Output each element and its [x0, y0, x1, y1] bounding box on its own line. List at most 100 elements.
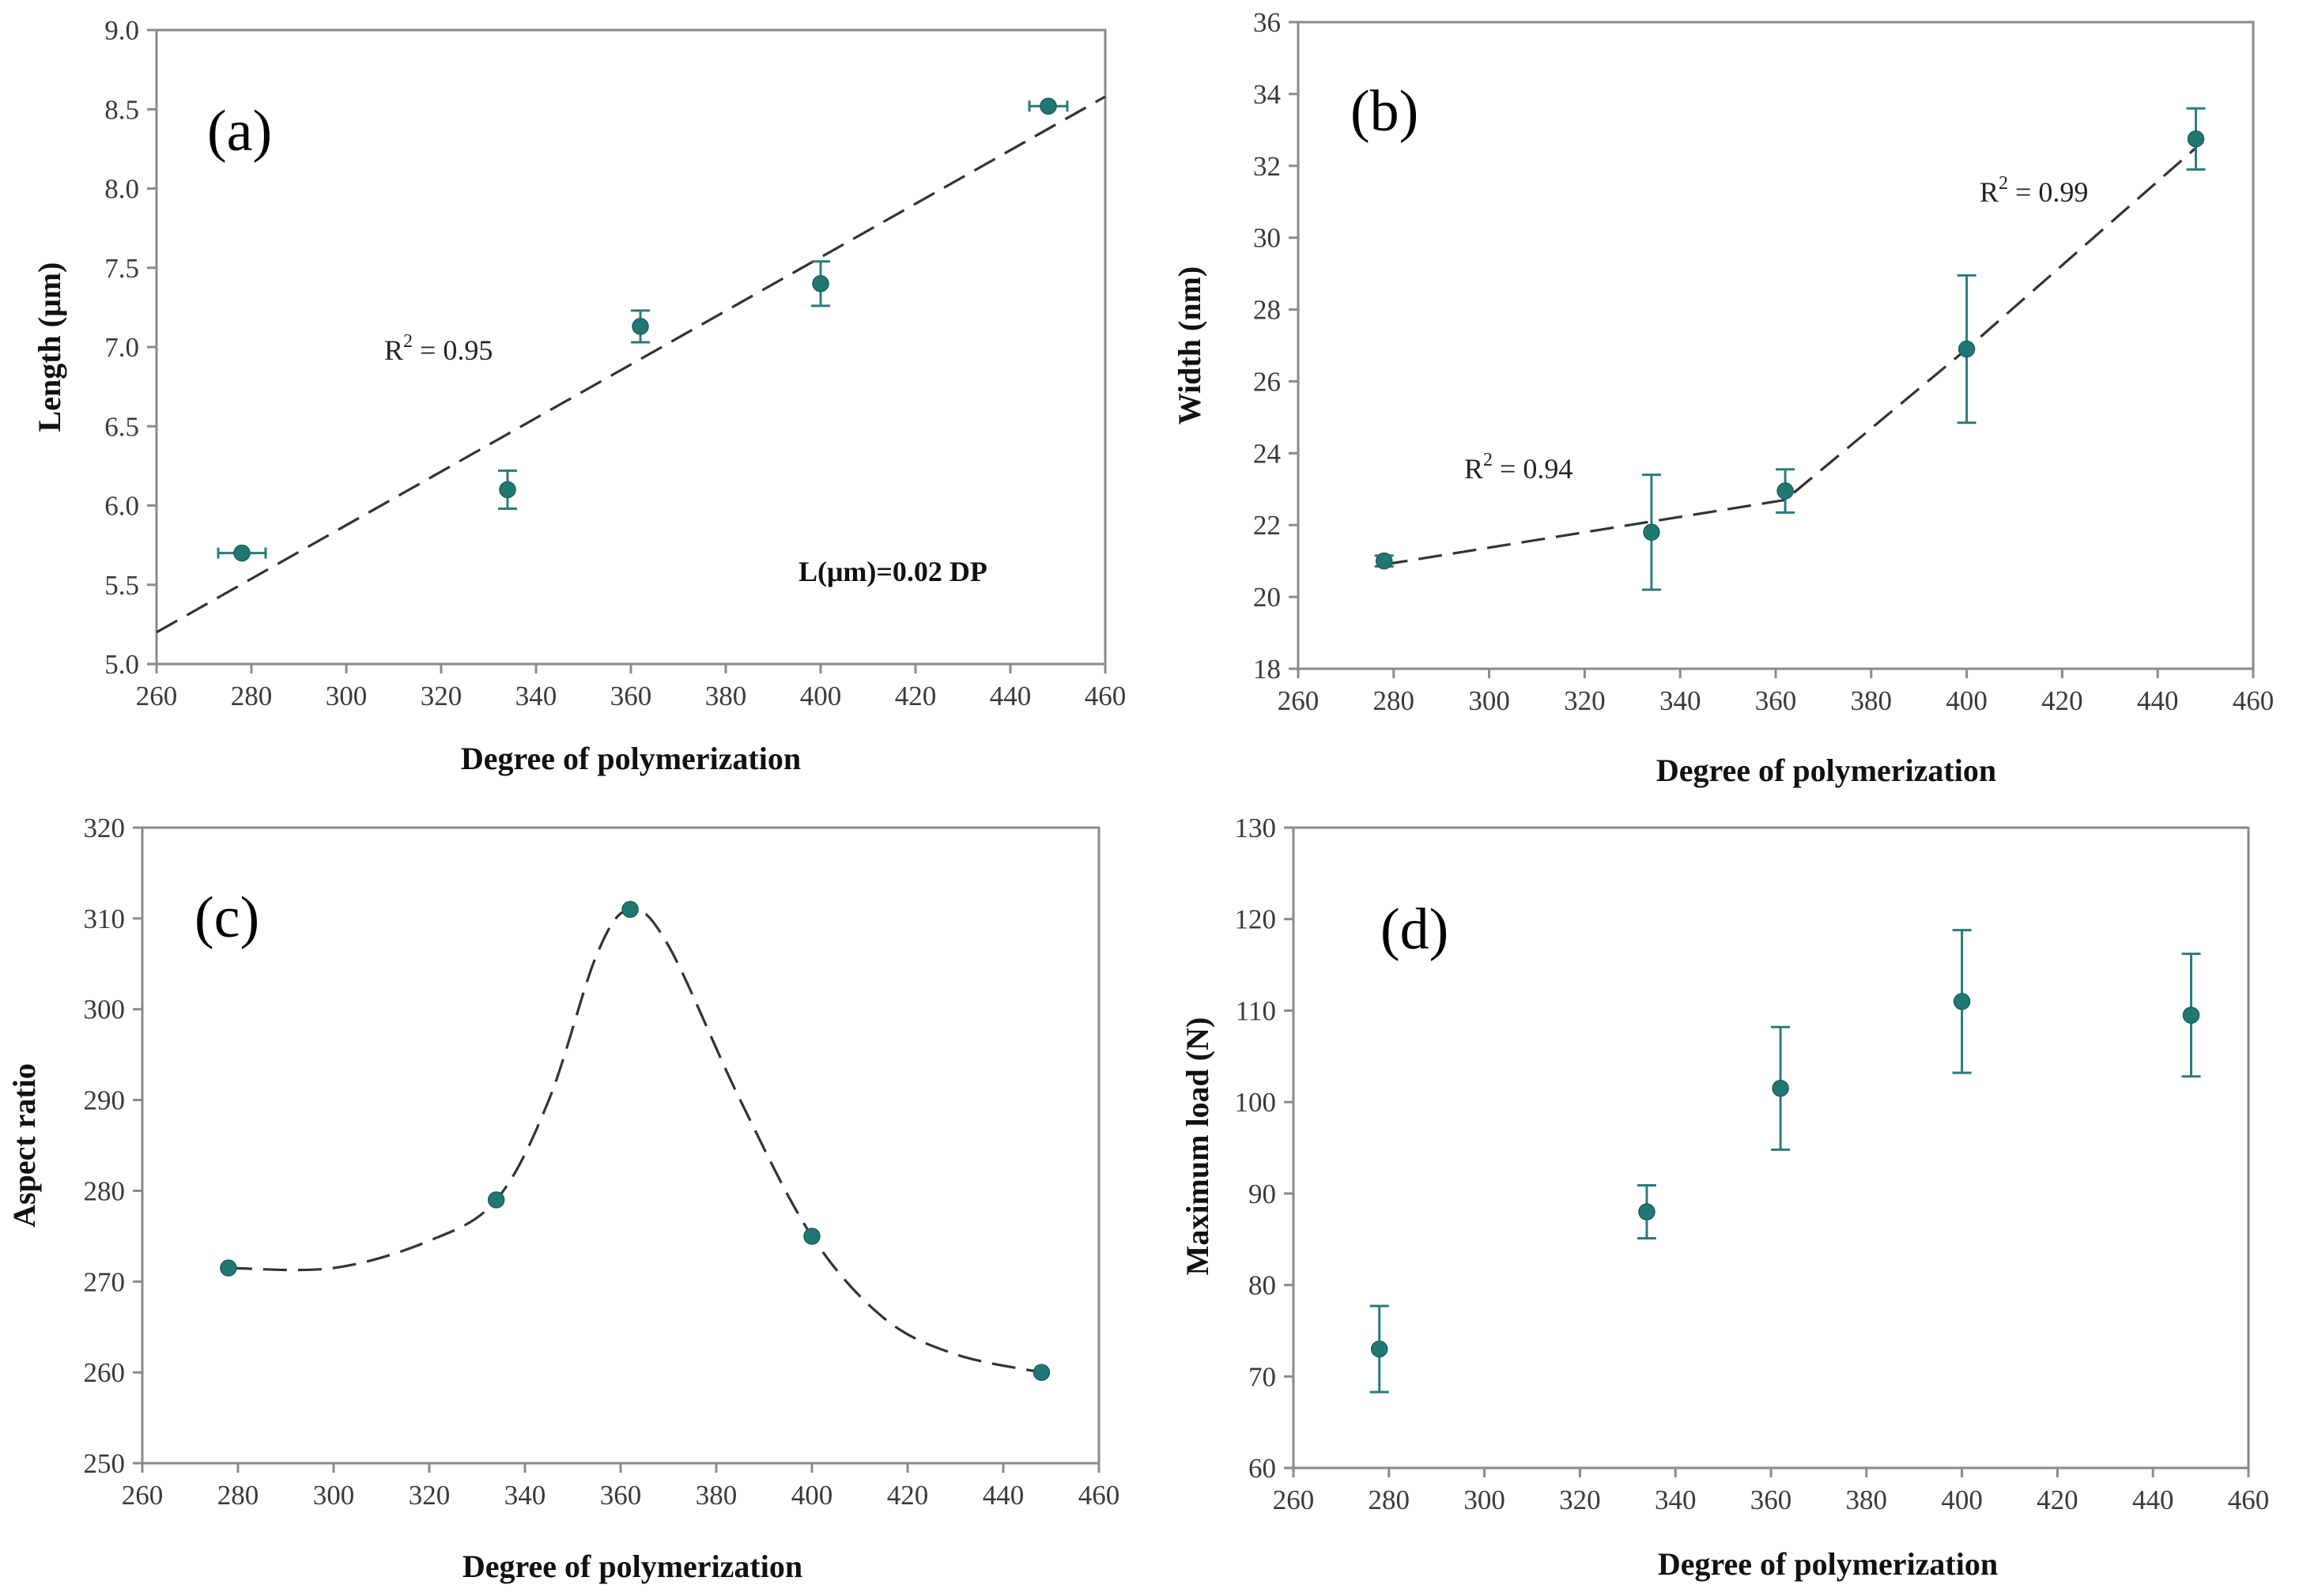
- y-tick-label: 18: [1253, 654, 1281, 685]
- x-tick-label: 380: [696, 1480, 738, 1511]
- y-axis-title: Maximum load (N): [1180, 1017, 1215, 1276]
- data-point: [1643, 523, 1660, 541]
- data-point: [2187, 130, 2205, 148]
- data-point: [487, 1191, 505, 1209]
- x-tick-label: 440: [2137, 685, 2179, 716]
- x-tick-label: 340: [515, 681, 557, 711]
- y-tick-label: 120: [1235, 904, 1277, 935]
- x-tick-label: 360: [610, 681, 652, 711]
- data-point: [1033, 1364, 1051, 1381]
- y-tick-label: 5.0: [104, 649, 139, 680]
- y-tick-label: 310: [84, 904, 126, 934]
- x-tick-label: 400: [791, 1480, 833, 1511]
- y-tick-label: 90: [1248, 1179, 1276, 1209]
- y-tick-label: 80: [1248, 1270, 1276, 1301]
- x-tick-label: 460: [2233, 685, 2275, 716]
- y-tick-label: 26: [1253, 366, 1281, 397]
- data-point: [1953, 993, 1971, 1010]
- y-tick-label: 270: [84, 1266, 126, 1297]
- x-tick-label: 320: [421, 681, 462, 711]
- x-tick-label: 460: [1085, 681, 1127, 711]
- x-tick-label: 400: [1941, 1485, 1983, 1515]
- x-tick-label: 260: [1273, 1485, 1315, 1515]
- y-tick-label: 70: [1248, 1361, 1276, 1392]
- r-squared-annotation: R2 = 0.95: [384, 331, 493, 366]
- x-tick-label: 300: [326, 681, 368, 711]
- x-tick-label: 440: [990, 681, 1032, 711]
- data-point: [632, 318, 649, 335]
- data-point: [812, 275, 829, 292]
- x-tick-label: 460: [1078, 1480, 1120, 1511]
- panel-label: (d): [1380, 897, 1448, 962]
- x-tick-label: 360: [600, 1480, 642, 1511]
- data-point: [1370, 1340, 1388, 1358]
- trend-line: [1384, 146, 2197, 566]
- x-tick-label: 360: [1750, 1485, 1792, 1515]
- y-tick-label: 22: [1253, 510, 1281, 541]
- x-tick-label: 380: [1851, 685, 1893, 716]
- data-point: [233, 544, 251, 562]
- x-tick-label: 260: [122, 1480, 164, 1511]
- x-tick-label: 280: [217, 1480, 259, 1511]
- r-squared-annotation-left: R2 = 0.94: [1464, 450, 1572, 485]
- x-tick-label: 400: [800, 681, 842, 711]
- x-tick-label: 340: [504, 1480, 546, 1511]
- data-point: [1638, 1203, 1656, 1221]
- regression-equation: L(μm)=0.02 DP: [798, 556, 987, 587]
- x-tick-label: 260: [1278, 685, 1320, 716]
- y-tick-label: 36: [1253, 7, 1281, 38]
- trend-line: [156, 95, 1106, 634]
- data-point: [2182, 1006, 2200, 1024]
- y-tick-label: 30: [1253, 223, 1281, 254]
- panel-label: (c): [194, 885, 259, 950]
- y-tick-label: 130: [1235, 813, 1277, 843]
- x-tick-label: 280: [1369, 1485, 1410, 1515]
- y-tick-label: 9.0: [104, 15, 139, 46]
- x-tick-label: 400: [1946, 685, 1988, 716]
- y-tick-label: 7.0: [104, 332, 139, 363]
- y-tick-label: 24: [1253, 438, 1281, 469]
- r-squared-annotation-right: R2 = 0.99: [1980, 173, 2088, 208]
- x-tick-label: 440: [2132, 1485, 2174, 1515]
- x-tick-label: 340: [1655, 1485, 1697, 1515]
- data-point: [1375, 552, 1393, 570]
- x-tick-label: 380: [705, 681, 747, 711]
- x-tick-label: 420: [895, 681, 937, 711]
- x-tick-label: 460: [2228, 1485, 2270, 1515]
- y-tick-label: 60: [1248, 1453, 1276, 1484]
- x-tick-label: 260: [136, 681, 178, 711]
- y-tick-label: 290: [84, 1085, 126, 1116]
- y-tick-label: 320: [84, 813, 126, 843]
- x-tick-label: 320: [409, 1480, 451, 1511]
- panel-d: 260 280 300 320 340 360 380 400 420 440 460 60 70 80 9…: [1180, 813, 2269, 1582]
- data-point: [621, 900, 639, 919]
- y-tick-label: 28: [1253, 295, 1281, 326]
- data-point: [1958, 340, 1976, 358]
- x-tick-label: 360: [1755, 685, 1797, 716]
- y-tick-label: 100: [1235, 1087, 1277, 1118]
- y-axis-title: Length (μm): [32, 262, 67, 432]
- x-tick-label: 380: [1846, 1485, 1888, 1515]
- y-tick-label: 6.0: [104, 491, 139, 522]
- y-tick-label: 280: [84, 1175, 126, 1206]
- y-tick-label: 260: [84, 1357, 126, 1388]
- x-axis-title: Degree of polymerization: [461, 741, 801, 776]
- x-tick-label: 300: [1468, 685, 1510, 716]
- y-tick-label: 300: [84, 994, 126, 1025]
- data-point: [1776, 482, 1794, 500]
- panel-a: 260 280 300 320 340 360 380 400 420 440 460 5.0 5.5 6…: [32, 15, 1126, 776]
- data-point: [499, 481, 516, 499]
- x-tick-label: 300: [313, 1480, 355, 1511]
- x-axis-title: Degree of polymerization: [462, 1549, 802, 1584]
- data-point: [1772, 1080, 1789, 1097]
- x-tick-label: 280: [1373, 685, 1415, 716]
- panel-b: 260 280 300 320 340 360 380 400 420 440 460 18 20 22 2…: [1172, 7, 2274, 788]
- data-point: [803, 1228, 821, 1245]
- y-tick-label: 8.0: [104, 174, 139, 205]
- y-axis-title: Width (nm): [1172, 266, 1207, 424]
- y-tick-label: 8.5: [104, 94, 139, 125]
- y-tick-label: 7.5: [104, 253, 139, 284]
- x-tick-label: 420: [2041, 685, 2083, 716]
- smooth-curve: [228, 907, 1042, 1374]
